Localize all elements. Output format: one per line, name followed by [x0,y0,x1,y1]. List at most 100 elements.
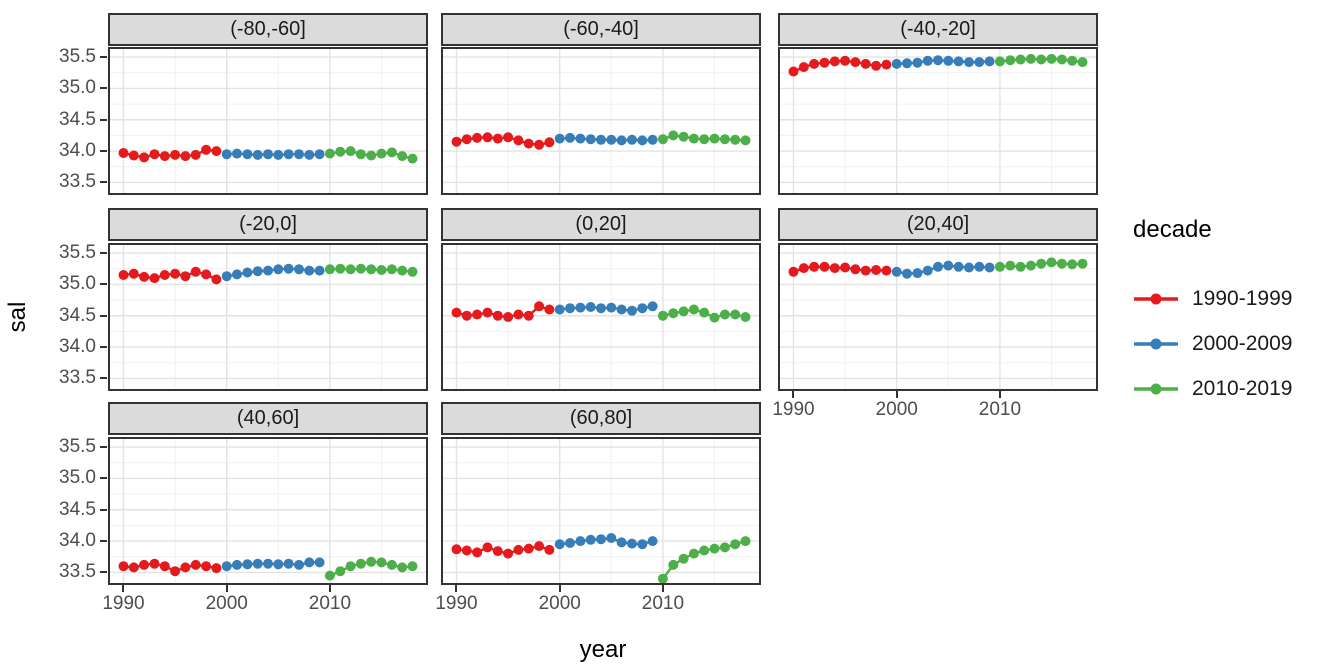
series-line [896,264,990,275]
data-point [933,55,943,66]
data-point [232,148,242,159]
data-point [688,133,699,144]
data-point [1025,53,1036,64]
data-point [451,136,462,147]
facet-strip-label: (20,40] [906,213,970,235]
data-point [232,269,242,280]
data-point [819,261,830,272]
data-point [719,134,730,145]
series-line [456,304,550,319]
y-tick-label: 34.5 [59,498,96,520]
data-point [211,146,222,157]
data-point [616,537,627,548]
data-point [335,263,346,274]
data-point [994,56,1005,67]
data-point [386,264,397,275]
data-point [809,58,820,69]
x-tick-mark [328,585,331,592]
data-point [1046,53,1057,64]
data-point [201,269,212,280]
data-point [492,133,503,144]
series-line [123,270,217,281]
data-point [503,312,514,322]
facet-panel [108,437,428,585]
legend-swatch [1134,293,1178,305]
data-point [788,66,799,77]
data-point [912,268,923,279]
data-point [647,134,658,145]
data-point [324,264,335,275]
y-tick-mark [100,571,107,574]
data-point [788,266,799,277]
data-point [345,561,356,572]
series-line [123,562,217,573]
legend-entry: 2000-2009 [1133,332,1293,355]
legend-entry: 2010-2019 [1133,377,1292,400]
data-point [170,268,181,279]
data-point [513,309,524,320]
y-tick-mark [100,446,107,449]
legend-entry-label: 2000-2009 [1192,332,1293,355]
y-tick-mark [100,87,107,90]
data-point [263,558,273,569]
data-point [740,536,751,547]
data-point [699,134,710,145]
legend-entry-label: 1990-1999 [1192,287,1293,310]
data-point [190,149,201,160]
data-point [128,268,139,279]
y-tick-label: 35.0 [59,467,96,489]
data-point [1025,260,1036,271]
y-tick-label: 33.5 [59,171,96,193]
data-point [730,309,741,320]
data-point [627,134,637,145]
y-tick-mark [100,56,107,59]
x-tick-label: 1990 [102,593,145,614]
legend-title: decade [1133,216,1212,243]
y-tick-label: 33.5 [59,367,96,389]
data-point [273,149,284,160]
data-point [376,265,387,275]
x-tick-mark [558,585,561,592]
panel-background [778,47,1098,195]
y-tick-label: 35.5 [59,242,96,264]
y-tick-mark [100,283,107,286]
series-line [793,265,887,273]
data-point [386,147,397,158]
data-point [575,536,586,547]
data-point [678,306,689,317]
data-point [1067,55,1078,66]
data-point [139,152,150,163]
data-point [273,264,284,275]
data-point [221,271,232,282]
data-point [461,310,472,321]
data-point [159,151,170,162]
data-point [891,58,902,69]
data-point [1005,260,1016,271]
panel-border [108,47,428,195]
data-point [544,304,555,315]
y-tick-label: 35.0 [59,77,96,99]
data-point [252,266,263,277]
data-point [242,267,253,278]
series-line [793,59,887,73]
data-point [201,144,212,155]
panel-border [778,243,1098,391]
x-tick-mark [455,585,458,592]
data-point [647,536,658,547]
x-tick-label: 1990 [435,593,478,614]
data-point [461,134,472,145]
data-point [709,543,720,554]
data-point [1077,57,1088,68]
data-point [840,55,851,66]
data-point [482,132,493,143]
y-tick-label: 34.0 [59,530,96,552]
facet-strip-label: (-20,0] [239,213,297,235]
data-point [575,302,586,313]
data-point [221,149,232,160]
data-point [304,557,315,568]
facet-panel [778,47,1098,195]
data-point [819,57,830,68]
data-point [472,309,483,320]
facet-strip: (-40,-20] [778,13,1098,46]
data-point [850,57,861,68]
